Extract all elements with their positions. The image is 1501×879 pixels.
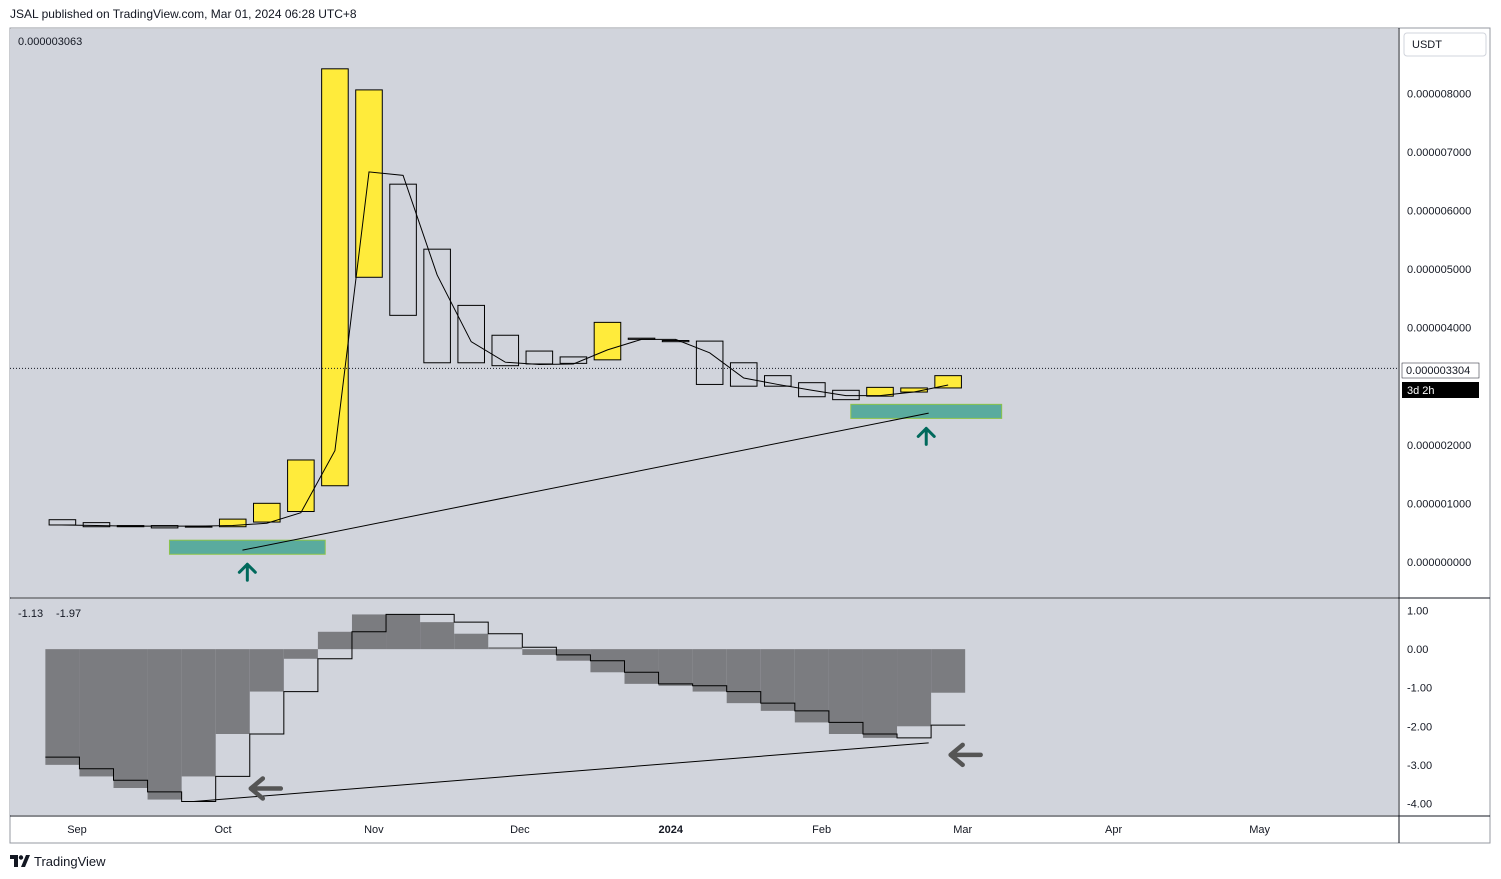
- axes: 0.000008000 0.000007000 0.000006000 0.00000…: [10, 28, 1490, 843]
- candle: [695, 340, 724, 385]
- last-price-marker: 0.000003304 3d 2h: [1401, 362, 1480, 398]
- price-trendline: [242, 412, 929, 551]
- price-axis-tick: 0.000005000: [1407, 264, 1471, 276]
- candle: [866, 386, 894, 397]
- histogram-bar: [113, 649, 148, 788]
- time-axis-tick: Nov: [364, 824, 384, 836]
- indicator-trendline: [193, 742, 929, 802]
- histogram-bar: [79, 649, 114, 777]
- footer-brand-label: TradingView: [34, 853, 106, 869]
- price-legend-value: 0.000003063: [18, 36, 82, 48]
- currency-badge[interactable]: USDT: [1403, 32, 1487, 57]
- bar-countdown-label: 3d 2h: [1407, 385, 1435, 397]
- indicator-legend-value-1: -1.13: [18, 608, 43, 620]
- histogram-bar: [420, 622, 455, 650]
- moving-average-line: [62, 171, 949, 527]
- time-axis-tick: Feb: [812, 824, 831, 836]
- time-axis-tick: 2024: [658, 824, 683, 836]
- histogram-bar: [45, 649, 80, 765]
- price-axis-tick: 0.000007000: [1407, 147, 1471, 159]
- candle: [82, 522, 111, 528]
- candle: [48, 519, 77, 526]
- footer-brand[interactable]: TradingView: [10, 853, 106, 869]
- candle: [661, 340, 690, 343]
- indicator-legend-value-2: -1.97: [56, 608, 81, 620]
- histogram-bar: [794, 649, 829, 723]
- candle: [218, 518, 247, 528]
- indicator-legend: -1.13 -1.97: [18, 608, 81, 620]
- histogram-bar: [726, 649, 761, 704]
- currency-label: USDT: [1412, 39, 1442, 51]
- last-price-label: 0.000003304: [1406, 365, 1470, 377]
- histogram-bar: [828, 649, 863, 734]
- indicator-axis-tick: 1.00: [1407, 606, 1428, 618]
- histogram-bar: [624, 649, 659, 684]
- price-axis-tick: 0.000000000: [1407, 557, 1471, 569]
- histogram-bar: [147, 649, 182, 800]
- histogram-bar: [931, 649, 966, 693]
- time-axis-tick: Mar: [953, 824, 972, 836]
- candle: [729, 362, 758, 387]
- histogram-bar: [249, 649, 284, 692]
- candle: [798, 382, 826, 398]
- indicator-axis-tick: -3.00: [1407, 760, 1432, 772]
- demand-zone: [850, 403, 1003, 419]
- price-axis-tick: 0.000008000: [1407, 88, 1471, 100]
- left-arrow-icon: [248, 776, 284, 801]
- up-arrow-icon: [237, 562, 257, 582]
- histogram-bar: [488, 647, 523, 650]
- candle: [389, 183, 417, 316]
- indicator-axis-tick: -1.00: [1407, 683, 1432, 695]
- time-axis-tick: Dec: [510, 824, 530, 836]
- price-axis-tick: 0.000006000: [1407, 206, 1471, 218]
- publish-header: JSAL published on TradingView.com, Mar 0…: [10, 7, 357, 21]
- price-axis-tick: 0.000004000: [1407, 323, 1471, 335]
- histogram-bar: [317, 631, 352, 650]
- candle: [423, 248, 451, 364]
- candle: [287, 459, 315, 513]
- candle: [934, 375, 962, 389]
- demand-zone: [168, 539, 326, 555]
- candle: [491, 334, 520, 367]
- histogram-bar: [522, 649, 557, 655]
- candle: [559, 356, 588, 364]
- candle: [764, 375, 792, 387]
- time-axis-tick: Apr: [1105, 824, 1122, 836]
- histogram-bar: [181, 649, 216, 777]
- price-pane-background: [10, 29, 1398, 597]
- histogram-bar: [215, 649, 250, 734]
- time-axis-tick: May: [1249, 824, 1270, 836]
- candle: [253, 502, 281, 523]
- histogram-bar: [760, 649, 795, 711]
- price-axis-tick: 0.000001000: [1407, 498, 1471, 510]
- histogram-bar: [862, 649, 898, 738]
- indicator-axis-tick: 0.00: [1407, 644, 1428, 656]
- candle: [457, 304, 485, 364]
- histogram-bar: [692, 649, 727, 692]
- indicator-axis-tick: -4.00: [1407, 798, 1432, 810]
- candle: [321, 68, 349, 487]
- histogram-bar: [454, 633, 489, 650]
- price-axis-tick: 0.000002000: [1407, 440, 1471, 452]
- candle: [525, 350, 554, 365]
- left-arrow-icon: [948, 742, 983, 768]
- candle: [150, 525, 179, 529]
- histogram-bar: [386, 614, 421, 650]
- tradingview-logo-icon: [10, 855, 30, 867]
- time-axis-tick: Oct: [214, 824, 231, 836]
- up-arrow-icon: [916, 426, 936, 446]
- candle: [832, 389, 860, 401]
- signal-step-line: [45, 613, 966, 802]
- indicator-axis-tick: -2.00: [1407, 721, 1432, 733]
- histogram-bar: [658, 649, 693, 686]
- histogram-bar: [283, 649, 318, 659]
- indicator-pane[interactable]: [10, 599, 1398, 815]
- histogram-bar: [897, 649, 932, 727]
- time-axis-tick: Sep: [67, 824, 87, 836]
- price-pane[interactable]: [10, 29, 1398, 597]
